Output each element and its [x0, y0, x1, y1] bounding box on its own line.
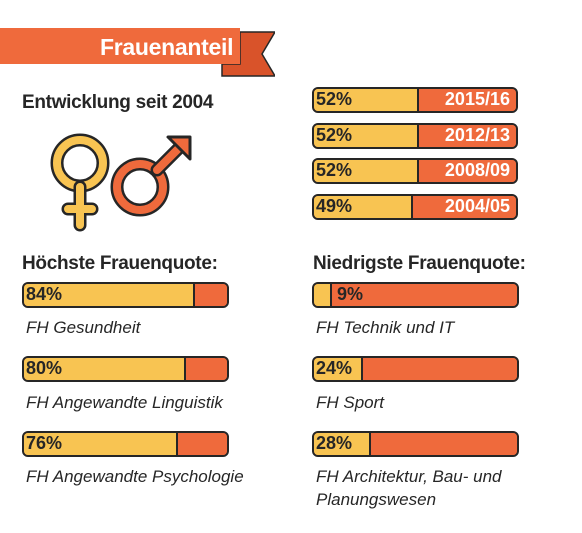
- year-bar: 49% 2004/05: [312, 194, 518, 220]
- category-label: FH Angewandte Linguistik: [26, 393, 223, 412]
- value-label: 84%: [26, 284, 63, 304]
- value-label: 52%: [316, 89, 353, 109]
- bar-fill: [314, 196, 413, 218]
- bar-fill: [24, 358, 187, 380]
- bar-fill: [24, 433, 179, 455]
- bar-fill: [314, 89, 420, 111]
- value-label: 80%: [26, 358, 63, 378]
- value-label: 52%: [316, 125, 353, 145]
- category-label: FH Technik und IT: [316, 318, 455, 337]
- value-label: 49%: [316, 196, 353, 216]
- gender-symbols: [50, 133, 192, 232]
- year-label: 2008/09: [444, 160, 510, 180]
- bar-fill: [314, 125, 420, 147]
- year-bar: 52% 2015/16: [312, 87, 518, 113]
- value-label: 76%: [26, 433, 63, 453]
- lowest-heading: Niedrigste Frauenquote:: [313, 253, 526, 274]
- bar-fill: [314, 433, 371, 455]
- female-symbol-icon: [50, 133, 110, 232]
- category-label: FH Gesundheit: [26, 318, 141, 337]
- bar-fill: [314, 160, 420, 182]
- lowest-bar: 24%: [312, 356, 519, 382]
- lowest-bar: 9%: [312, 282, 519, 308]
- category-label: FH Architektur, Bau- und Planungswesen: [316, 467, 502, 509]
- lowest-bar: 28%: [312, 431, 519, 457]
- year-bar: 52% 2008/09: [312, 158, 518, 184]
- year-label: 2004/05: [444, 196, 510, 216]
- category-label: FH Angewandte Psychologie: [26, 467, 244, 486]
- value-label: 9%: [337, 284, 364, 304]
- title-banner: [0, 28, 275, 77]
- male-symbol-icon: [110, 135, 192, 217]
- chart-title: Frauenanteil: [100, 34, 234, 60]
- highest-bar: 76%: [22, 431, 229, 457]
- bar-fill: [314, 358, 363, 380]
- highest-bar: 84%: [22, 282, 229, 308]
- bar-fill: [24, 284, 195, 306]
- value-label: 24%: [316, 358, 353, 378]
- highest-heading: Höchste Frauenquote:: [22, 253, 218, 274]
- highest-bar: 80%: [22, 356, 229, 382]
- value-label: 52%: [316, 160, 353, 180]
- bar-fill: [314, 284, 333, 306]
- year-label: 2012/13: [444, 125, 510, 145]
- year-label: 2015/16: [444, 89, 510, 109]
- value-label: 28%: [316, 433, 353, 453]
- year-bar: 52% 2012/13: [312, 123, 518, 149]
- category-label: FH Sport: [316, 393, 385, 412]
- development-heading: Entwicklung seit 2004: [22, 92, 214, 113]
